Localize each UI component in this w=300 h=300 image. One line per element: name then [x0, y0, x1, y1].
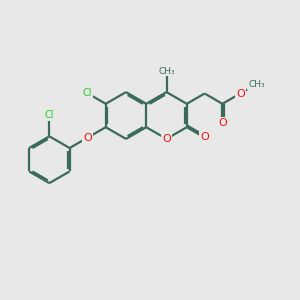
Text: O: O — [236, 88, 244, 98]
Text: O: O — [162, 134, 171, 144]
Text: O: O — [200, 133, 209, 142]
Text: CH₃: CH₃ — [158, 67, 175, 76]
Text: CH₃: CH₃ — [248, 80, 265, 88]
Text: O: O — [83, 133, 92, 143]
Text: Cl: Cl — [83, 88, 92, 98]
Text: Cl: Cl — [45, 110, 54, 120]
Text: O: O — [218, 118, 227, 128]
